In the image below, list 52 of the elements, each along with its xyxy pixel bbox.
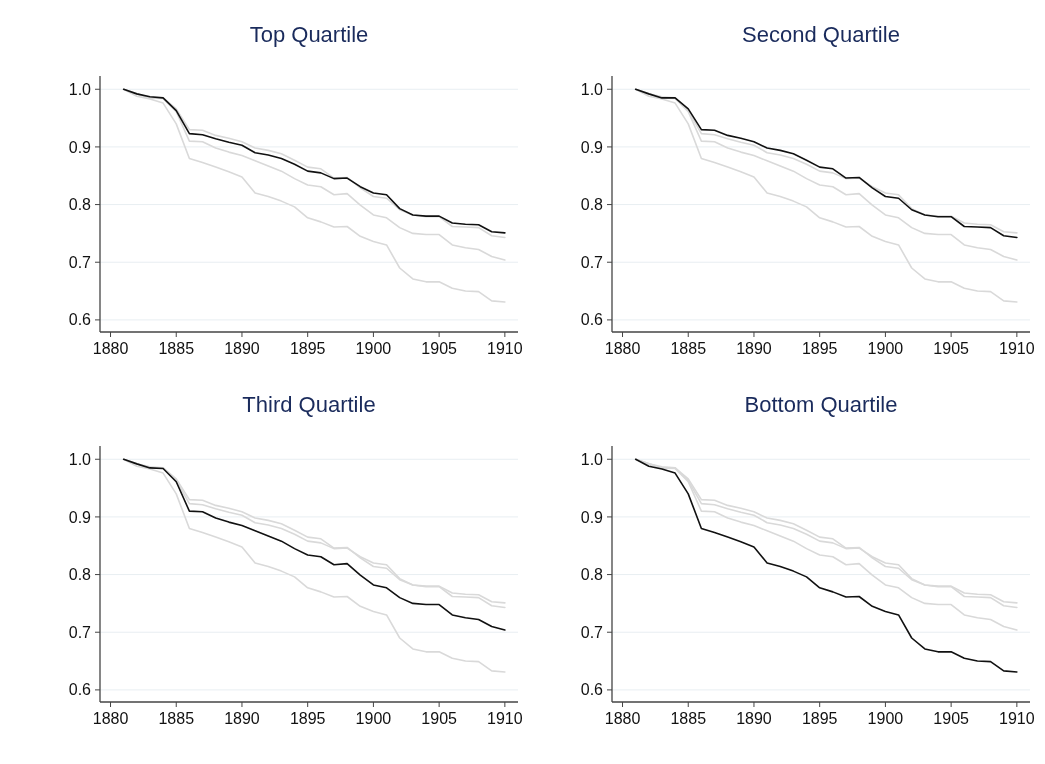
x-tick-label: 1910 xyxy=(999,710,1035,727)
y-tick-label: 0.6 xyxy=(580,681,604,699)
x-tick-label: 1900 xyxy=(867,710,904,727)
y-tick-label: 0.9 xyxy=(68,138,92,156)
y-tick-label: 0.8 xyxy=(68,566,92,584)
x-tick-label: 1880 xyxy=(92,710,129,727)
x-tick-label: 1900 xyxy=(867,340,904,357)
y-tick-label: 0.6 xyxy=(580,311,604,329)
x-tick-label: 1910 xyxy=(999,340,1035,357)
x-tick-label: 1905 xyxy=(421,710,458,727)
y-tick-label: 0.8 xyxy=(580,566,604,584)
y-tick-label: 1.0 xyxy=(68,450,92,468)
y-tick-label: 0.8 xyxy=(580,196,604,214)
y-tick-label: 0.7 xyxy=(580,253,604,271)
y-tick-label: 0.6 xyxy=(68,681,92,699)
x-tick-label: 1905 xyxy=(933,340,970,357)
x-tick-label: 1880 xyxy=(604,340,641,357)
x-tick-label: 1885 xyxy=(670,710,707,727)
x-tick-label: 1905 xyxy=(933,710,970,727)
x-tick-label: 1895 xyxy=(801,340,838,357)
x-tick-label: 1885 xyxy=(158,710,195,727)
chart-title: Third Quartile xyxy=(242,392,376,417)
x-tick-label: 1885 xyxy=(158,340,195,357)
x-tick-label: 1895 xyxy=(289,340,326,357)
x-tick-label: 1890 xyxy=(224,710,260,727)
y-tick-label: 0.9 xyxy=(580,508,604,526)
y-tick-label: 1.0 xyxy=(580,80,604,98)
x-tick-label: 1895 xyxy=(801,710,838,727)
chart-title: Bottom Quartile xyxy=(744,392,898,417)
x-tick-label: 1885 xyxy=(670,340,707,357)
chart-title: Second Quartile xyxy=(742,22,900,47)
x-tick-label: 1900 xyxy=(355,340,392,357)
x-tick-label: 1890 xyxy=(736,710,772,727)
y-tick-label: 0.7 xyxy=(580,623,604,641)
x-tick-label: 1900 xyxy=(355,710,392,727)
y-tick-label: 0.9 xyxy=(580,138,604,156)
chart-title: Top Quartile xyxy=(249,22,369,47)
x-tick-label: 1895 xyxy=(289,710,326,727)
x-tick-label: 1880 xyxy=(92,340,129,357)
x-tick-label: 1905 xyxy=(421,340,458,357)
x-tick-label: 1910 xyxy=(487,710,523,727)
y-tick-label: 0.9 xyxy=(68,508,92,526)
x-tick-label: 1890 xyxy=(224,340,260,357)
y-tick-label: 0.8 xyxy=(68,196,92,214)
y-tick-label: 0.6 xyxy=(68,311,92,329)
y-tick-label: 1.0 xyxy=(580,450,604,468)
x-tick-label: 1890 xyxy=(736,340,772,357)
x-tick-label: 1880 xyxy=(604,710,641,727)
x-tick-label: 1910 xyxy=(487,340,523,357)
y-tick-label: 1.0 xyxy=(68,80,92,98)
y-tick-label: 0.7 xyxy=(68,623,92,641)
y-tick-label: 0.7 xyxy=(68,253,92,271)
